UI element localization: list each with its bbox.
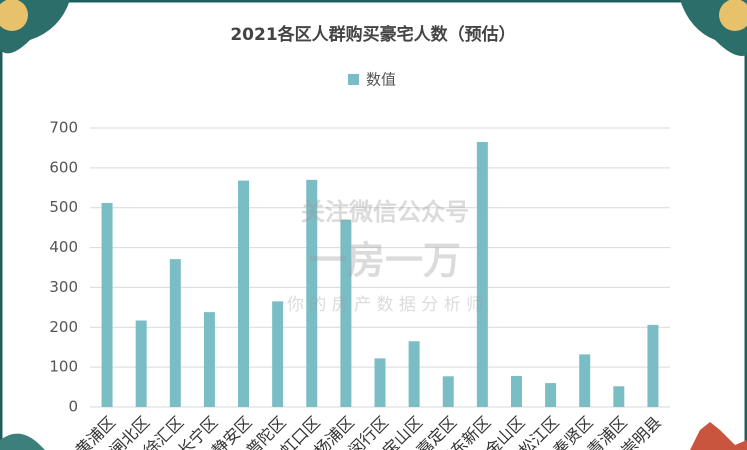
y-tick-label: 100: [49, 358, 78, 376]
bar: [374, 358, 386, 407]
watermark: 关注微信公众号 一房一万 你 的 房 产 数 据 分 析 师: [287, 198, 483, 315]
bar: [238, 180, 250, 407]
bar: [101, 202, 113, 407]
y-tick-label: 700: [49, 119, 78, 137]
bar: [169, 259, 181, 407]
y-tick-label: 200: [49, 318, 78, 336]
watermark-text: 一房一万: [309, 239, 461, 283]
chart-title: 2021各区人群购买豪宅人数（预估）: [230, 24, 515, 45]
bar: [510, 375, 522, 407]
bar: [340, 219, 352, 407]
bar: [613, 386, 625, 407]
corner-decor: [0, 433, 45, 450]
bar: [272, 301, 284, 407]
y-tick-label: 400: [49, 238, 78, 256]
bar: [647, 324, 659, 407]
bar: [442, 376, 454, 407]
legend-swatch: [348, 74, 359, 85]
bar: [408, 341, 420, 407]
bar: [476, 141, 488, 407]
legend-label: 数值: [366, 71, 396, 89]
bar: [545, 383, 557, 407]
bar: [135, 320, 147, 407]
corner-decor: [719, 0, 747, 31]
bar: [579, 354, 591, 407]
corner-decor: [690, 422, 747, 450]
y-tick-label: 0: [68, 398, 78, 416]
y-tick-label: 500: [49, 198, 78, 216]
y-tick-label: 600: [49, 158, 78, 176]
bar: [306, 179, 318, 407]
watermark-text: 你 的 房 产 数 据 分 析 师: [287, 295, 483, 315]
bar: [203, 312, 215, 407]
corner-decor: [0, 0, 28, 31]
watermark-text: 关注微信公众号: [301, 198, 469, 226]
y-tick-label: 300: [49, 278, 78, 296]
